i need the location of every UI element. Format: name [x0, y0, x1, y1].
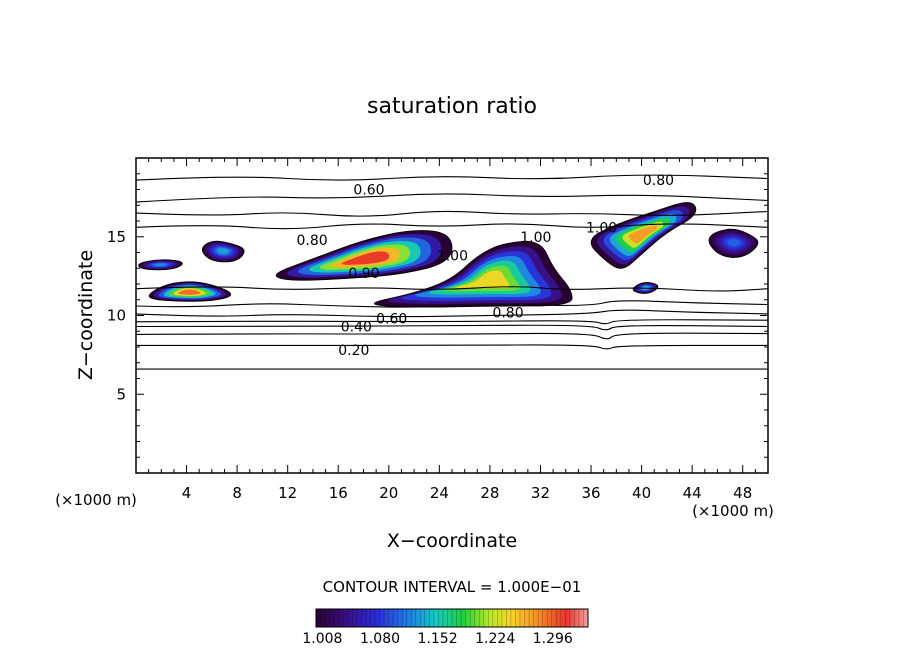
x-axis-ticks: 4 8 12 16 20 24 28 32 36 40 44 48 [148, 158, 756, 502]
isoline [136, 286, 768, 292]
x-unit-right: (×1000 m) [692, 502, 774, 520]
colorbar [315, 608, 589, 628]
region-level-fill [341, 251, 390, 265]
contour-interval-label: CONTOUR INTERVAL = 1.000E−01 [323, 578, 582, 596]
x-tick-label: 8 [232, 484, 242, 502]
contour-label: 1.00 [437, 249, 468, 265]
isoline [136, 309, 768, 318]
isoline [136, 193, 768, 203]
region-level-fill [628, 225, 658, 244]
contour-label: 0.40 [341, 320, 372, 336]
region-level-fill [727, 238, 741, 247]
region-level-fill [217, 248, 229, 254]
x-tick-label: 48 [733, 484, 752, 502]
x-tick-label: 44 [683, 484, 702, 502]
x-axis-label: X−coordinate [387, 530, 517, 552]
contour-label: 0.80 [643, 173, 674, 189]
colorbar-stripes [320, 609, 584, 627]
x-tick-label: 4 [182, 484, 192, 502]
isoline [136, 344, 768, 350]
contour-label: 0.80 [297, 233, 328, 249]
contour-label: 0.80 [492, 305, 523, 321]
contour-label: 0.60 [376, 312, 407, 328]
isoline [136, 174, 768, 181]
isoline [136, 324, 768, 331]
region-level-fill [154, 263, 167, 267]
x-tick-label: 20 [379, 484, 398, 502]
isoline [136, 223, 768, 230]
contour-label: 0.60 [353, 183, 384, 199]
colorbar-tick-label: 1.008 [302, 631, 342, 647]
supersaturated-region [201, 240, 245, 263]
contour-labels: 0.600.800.801.001.001.000.900.800.600.40… [297, 173, 675, 359]
y-tick-label: 5 [116, 385, 126, 403]
contour-label: 1.00 [586, 220, 617, 236]
isoline [136, 300, 768, 308]
colorbar-tick-label: 1.296 [533, 631, 573, 647]
x-tick-label: 24 [430, 484, 449, 502]
isoline [136, 319, 768, 325]
region-level-fill [455, 270, 510, 289]
colorbar-tick-label: 1.152 [418, 631, 458, 647]
y-tick-label: 15 [107, 228, 126, 246]
chart-title: saturation ratio [367, 94, 537, 119]
y-axis-ticks: 5 10 15 [107, 173, 768, 458]
supersaturated-region [148, 281, 232, 302]
colorbar-tick-labels: 1.008 1.080 1.152 1.224 1.296 [302, 631, 573, 647]
isoline [136, 332, 768, 340]
x-tick-label: 16 [329, 484, 348, 502]
supersaturated-region [275, 230, 453, 281]
supersaturated-region [708, 228, 759, 258]
supersaturated-region [138, 259, 183, 271]
colorbar-tick-label: 1.080 [360, 631, 400, 647]
x-tick-label: 12 [278, 484, 297, 502]
contour-label: 0.90 [348, 266, 379, 282]
isolines [136, 174, 768, 370]
isoline [136, 210, 768, 217]
y-axis-label: Z−coordinate [75, 250, 97, 380]
colorbar-tick-label: 1.224 [475, 631, 515, 647]
contour-label: 0.20 [338, 343, 369, 359]
x-tick-label: 32 [531, 484, 550, 502]
x-unit-left: (×1000 m) [55, 491, 137, 509]
y-tick-label: 10 [107, 307, 126, 325]
x-tick-label: 36 [581, 484, 600, 502]
x-tick-label: 40 [632, 484, 651, 502]
contour-label: 1.00 [520, 230, 551, 246]
region-level-fill [178, 289, 201, 295]
x-tick-label: 28 [480, 484, 499, 502]
